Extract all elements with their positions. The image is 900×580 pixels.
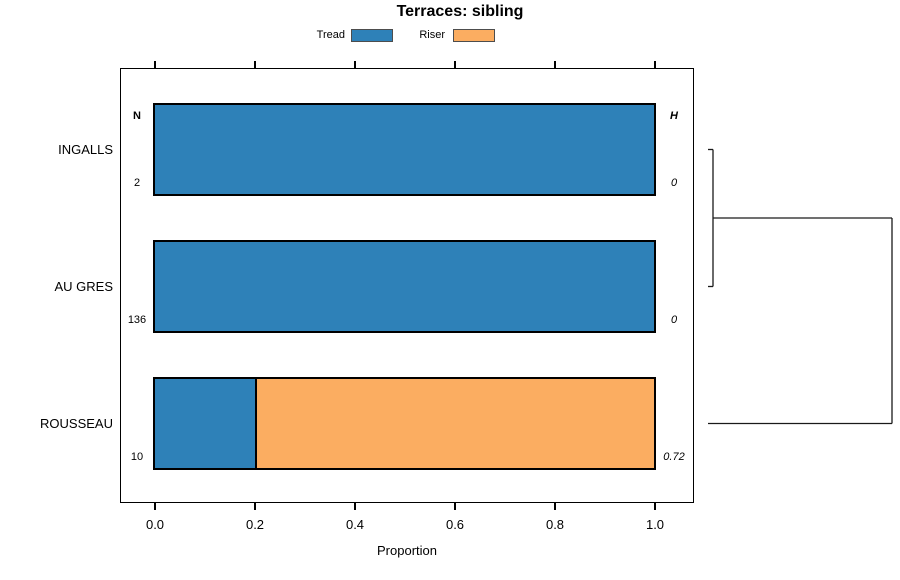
x-tick-label: 0.6 (445, 517, 465, 532)
row-label: ROUSSEAU (40, 415, 113, 431)
legend-label-riser: Riser (419, 29, 445, 41)
bar-segment-riser (254, 379, 654, 468)
x-tick-label: 0.2 (245, 517, 265, 532)
x-tick-bottom (354, 503, 356, 510)
chart-title: Terraces: sibling (396, 3, 524, 20)
legend-label-tread: Tread (316, 29, 345, 41)
bar-au-gres (153, 240, 656, 333)
n-value: 2 (133, 176, 141, 189)
h-value: 0.72 (663, 450, 685, 463)
x-tick-top (254, 61, 256, 68)
x-tick-top (654, 61, 656, 68)
n-column-header: N (133, 110, 141, 122)
h-value: 0 (670, 176, 678, 189)
x-tick-label: 1.0 (645, 517, 665, 532)
n-value: 136 (127, 313, 147, 326)
x-tick-bottom (154, 503, 156, 510)
x-tick-bottom (454, 503, 456, 510)
x-tick-top (454, 61, 456, 68)
h-value: 0 (670, 313, 678, 326)
row-label: AU GRES (54, 278, 113, 294)
h-column-header: H (670, 110, 678, 122)
x-tick-top (554, 61, 556, 68)
n-value: 10 (130, 450, 144, 463)
bar-rousseau (153, 377, 656, 470)
legend-swatch-tread-icon (351, 29, 393, 42)
x-axis-title: Proportion (377, 543, 437, 558)
x-tick-label: 0.0 (145, 517, 165, 532)
x-tick-bottom (654, 503, 656, 510)
x-tick-bottom (554, 503, 556, 510)
row-label: INGALLS (58, 141, 113, 157)
x-tick-top (154, 61, 156, 68)
legend-swatch-riser-icon (453, 29, 495, 42)
x-tick-bottom (254, 503, 256, 510)
x-tick-top (354, 61, 356, 68)
bar-ingalls (153, 103, 656, 196)
x-tick-label: 0.4 (345, 517, 365, 532)
x-tick-label: 0.8 (545, 517, 565, 532)
